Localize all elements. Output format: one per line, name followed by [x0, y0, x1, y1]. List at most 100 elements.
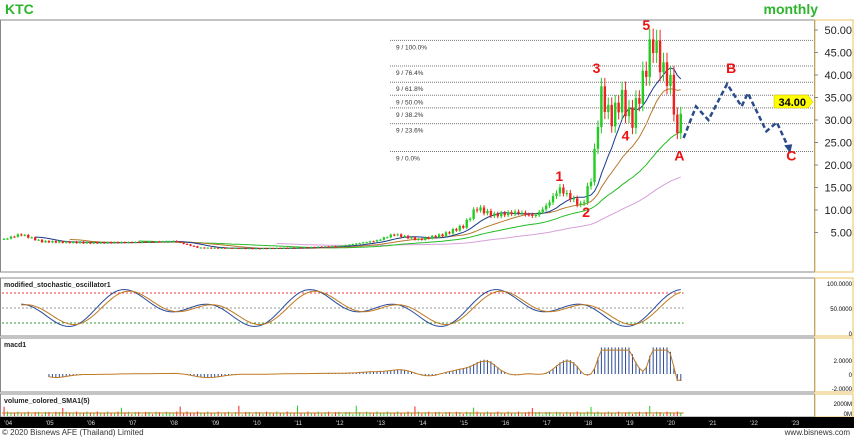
x-tick-label: '09 [211, 421, 219, 427]
candle [424, 237, 427, 240]
candle [244, 248, 247, 250]
candle [455, 229, 458, 231]
candle [544, 205, 548, 210]
candle [410, 237, 413, 239]
moving-average-80 [276, 176, 681, 246]
candle [610, 104, 613, 127]
indicator-title: macd1 [4, 342, 26, 349]
candle [296, 247, 299, 249]
candle [638, 98, 641, 104]
candle [558, 187, 562, 194]
wave-label-B: B [726, 60, 736, 76]
candle [334, 246, 337, 248]
candle [569, 192, 572, 200]
candle [65, 241, 68, 243]
candle [365, 242, 368, 244]
last-price-label: 34.00 [778, 97, 806, 109]
candle [562, 187, 565, 194]
candle [361, 242, 365, 244]
candle [230, 247, 234, 249]
candle [206, 247, 209, 249]
candle [382, 237, 386, 240]
x-tick-label: '16 [501, 421, 509, 427]
candle [548, 202, 551, 206]
candle [431, 235, 434, 239]
candle [613, 102, 617, 127]
y-tick-label: 30.00 [824, 115, 852, 127]
candle [285, 247, 289, 249]
forecast-arrowhead [784, 144, 793, 154]
candle [272, 248, 275, 250]
candle [137, 241, 140, 243]
fib-label: 9 / 61.8% [396, 86, 424, 93]
fib-label: 9 / 38.2% [396, 112, 424, 119]
candle [13, 236, 16, 238]
wave-label-2: 2 [582, 204, 590, 220]
candle [462, 225, 465, 228]
site-link[interactable]: www.bisnews.com [784, 428, 850, 437]
candle [82, 241, 85, 244]
candle [379, 239, 382, 241]
candle [16, 234, 20, 237]
candle [320, 246, 323, 248]
candle [140, 241, 144, 243]
wave-label-5: 5 [642, 17, 650, 33]
candle [399, 234, 403, 237]
candle [493, 213, 496, 217]
candle [178, 241, 182, 243]
candle [524, 212, 527, 215]
wave-label-3: 3 [593, 60, 601, 76]
candle [437, 234, 441, 238]
candle [676, 114, 679, 134]
macd-tick: 2.0000 [834, 359, 853, 365]
fib-label: 9 / 50.0% [396, 99, 424, 106]
candle [655, 40, 658, 53]
y-tick-label: 35.00 [824, 93, 852, 105]
candle [89, 242, 92, 244]
candle [413, 237, 417, 240]
candle [672, 74, 676, 115]
stochastic-tick: 50.0000 [830, 307, 852, 313]
macd-tick: -2.0000 [832, 387, 853, 393]
x-tick-label: '17 [543, 421, 551, 427]
candle [85, 242, 89, 244]
wave-label-4: 4 [622, 127, 630, 143]
candle [375, 240, 379, 242]
candle [33, 237, 37, 241]
candle [251, 248, 254, 250]
candle [154, 241, 158, 243]
indicator-title: volume_colored_SMA1(5) [4, 398, 90, 405]
candle [479, 207, 482, 211]
candle [631, 107, 634, 128]
candle [116, 242, 120, 244]
x-tick-label: '07 [129, 421, 137, 427]
candle [344, 245, 348, 247]
candle [658, 40, 662, 73]
candle [475, 209, 479, 211]
fib-label: 9 / 23.6% [396, 128, 424, 135]
candle [586, 186, 589, 203]
wave-label-A: A [674, 148, 684, 164]
candle [241, 248, 244, 250]
candle [127, 242, 130, 244]
candle [468, 218, 472, 220]
candle [330, 246, 334, 248]
candle [520, 212, 524, 214]
candle [216, 247, 220, 249]
candle [403, 235, 406, 237]
x-tick-label: '12 [336, 421, 344, 427]
candle [168, 241, 172, 243]
candle [109, 242, 113, 244]
candle [427, 237, 430, 239]
candle [261, 248, 265, 250]
candle [386, 237, 389, 239]
candle [68, 241, 71, 244]
candle [275, 247, 279, 249]
candle [161, 241, 165, 243]
stochastic-d-line [21, 290, 681, 326]
candle [651, 39, 655, 53]
candle [600, 86, 603, 127]
candle [500, 212, 503, 217]
candle [341, 245, 344, 247]
candle [248, 248, 251, 250]
